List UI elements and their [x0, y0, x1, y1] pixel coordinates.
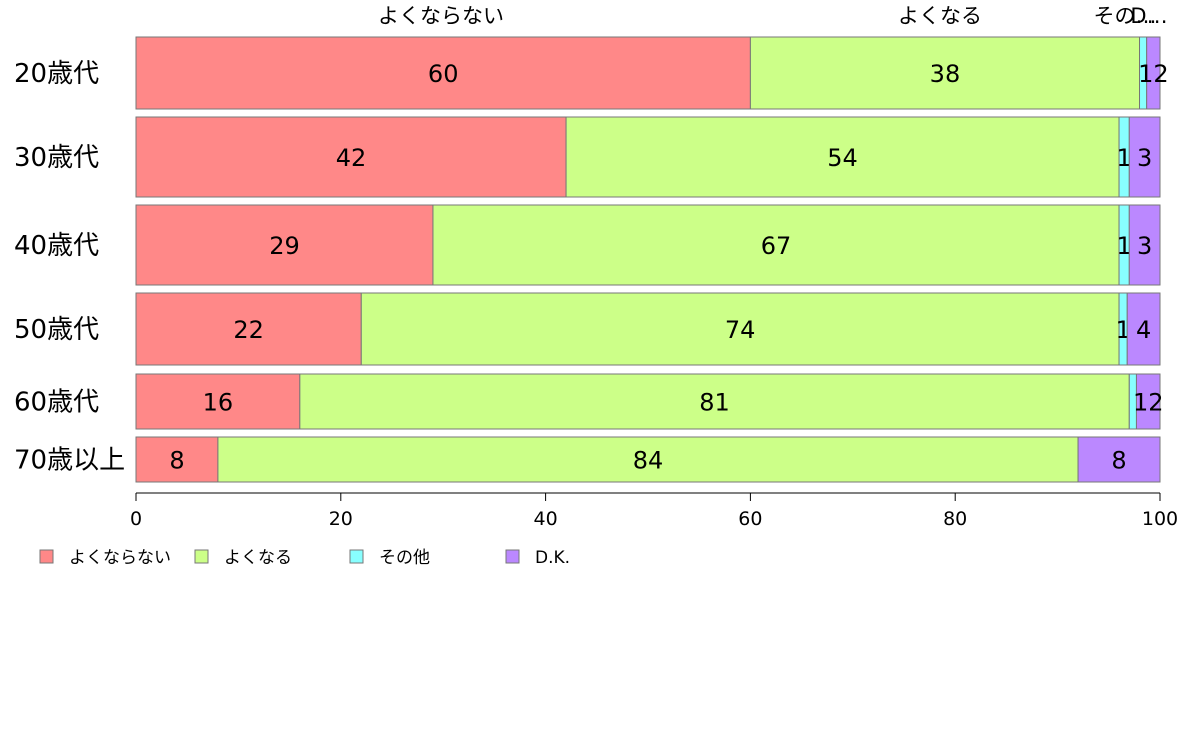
- bar-segment: [135, 36, 751, 110]
- data-label: 29: [269, 232, 300, 260]
- data-label: 16: [203, 389, 234, 417]
- data-label: 42: [336, 144, 367, 172]
- category-label: 50歳代: [14, 315, 99, 345]
- category-label: 70歳以上: [14, 446, 125, 476]
- bar-segment: [1135, 373, 1161, 430]
- bar-segment: [1077, 436, 1161, 483]
- bar-segment: [135, 292, 362, 366]
- legend-label: D.K.: [535, 548, 570, 568]
- tick-label: 80: [943, 508, 967, 530]
- data-label: 12: [1133, 389, 1164, 417]
- legend-label: よくならない: [69, 548, 171, 568]
- top-series-label: その…: [1094, 4, 1157, 28]
- x-axis: 0 20 40 60 80 100: [130, 492, 1178, 530]
- bar-segment: [217, 436, 1079, 483]
- bar-segment: [135, 373, 301, 430]
- category-label: 30歳代: [14, 143, 99, 173]
- data-label: 54: [827, 144, 858, 172]
- bar-segment: [135, 116, 567, 198]
- bar-segment: [1128, 204, 1161, 286]
- data-label: 3: [1137, 144, 1152, 172]
- legend-swatch: [39, 549, 54, 564]
- category-label: 60歳代: [14, 388, 99, 418]
- category-labels: 20歳代 30歳代 40歳代 50歳代 60歳代 70歳以上: [14, 59, 125, 476]
- bar-segment: [1128, 116, 1161, 198]
- legend-swatch: [194, 549, 209, 564]
- top-series-label: よくならない: [378, 4, 504, 28]
- bar-segment: [565, 116, 1120, 198]
- data-label: 84: [633, 447, 664, 475]
- legend-label: よくなる: [224, 548, 292, 568]
- bar-segment: [1126, 292, 1161, 366]
- tick-label: 0: [130, 508, 142, 530]
- bar-segment: [135, 436, 219, 483]
- bar-segment: [432, 204, 1120, 286]
- data-label: 38: [930, 60, 961, 88]
- bar-segment: [299, 373, 1130, 430]
- category-label: 40歳代: [14, 231, 99, 261]
- legend-swatch: [349, 549, 364, 564]
- bar-segment: [1146, 36, 1161, 110]
- data-label: 3: [1137, 232, 1152, 260]
- top-series-label: D…: [1130, 4, 1167, 28]
- data-label: 67: [761, 232, 792, 260]
- tick-label: 40: [534, 508, 558, 530]
- data-label: 74: [725, 316, 756, 344]
- bar-segment: [749, 36, 1141, 110]
- data-label: 1: [1117, 144, 1132, 172]
- tick-label: 100: [1142, 508, 1178, 530]
- legend: よくならない よくなる その他 D.K.: [39, 548, 570, 568]
- data-label: 60: [428, 60, 459, 88]
- bar-segment: [135, 204, 434, 286]
- data-label: 8: [169, 447, 184, 475]
- data-label: 22: [233, 316, 264, 344]
- data-label: 8: [1111, 447, 1126, 475]
- category-label: 20歳代: [14, 59, 99, 89]
- bar-segment: [360, 292, 1120, 366]
- data-label: 81: [699, 389, 730, 417]
- tick-label: 20: [329, 508, 353, 530]
- top-series-label: よくなる: [898, 4, 982, 28]
- top-labels: よくならない よくなる その…D…: [378, 4, 1168, 28]
- legend-label: その他: [379, 548, 430, 568]
- data-label: 12: [1138, 60, 1169, 88]
- data-label: 4: [1136, 316, 1151, 344]
- tick-label: 60: [738, 508, 762, 530]
- legend-swatch: [505, 549, 520, 564]
- data-label: 1: [1117, 232, 1132, 260]
